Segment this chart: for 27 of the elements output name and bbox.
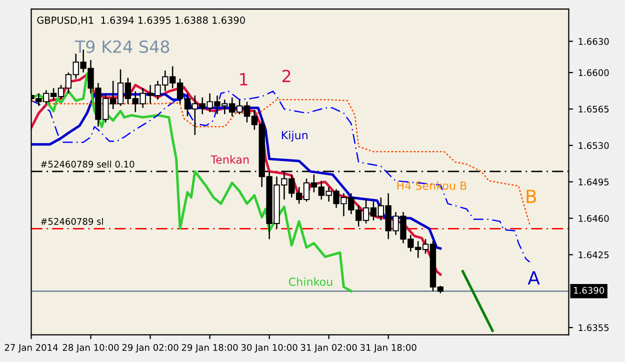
- annotation: Kijun: [282, 130, 308, 142]
- y-tick-label: 1.6530: [578, 142, 609, 149]
- annotation: T9 K24 S48: [74, 40, 170, 53]
- y-tick-label: 1.6630: [578, 38, 609, 45]
- x-tick-label: 31 Jan 18:00: [360, 344, 416, 353]
- annotation: B: [526, 190, 536, 203]
- y-tick-label: 1.6495: [578, 178, 609, 186]
- y-tick-label: 1.6355: [578, 324, 609, 332]
- x-tick-label: 28 Jan 10:00: [62, 344, 119, 353]
- y-tick-label: 1.6460: [578, 215, 609, 222]
- text: GBPUSD,H1 1.6394 1.6395 1.6388 1.6390: [37, 16, 245, 25]
- annotation: Tenkan: [210, 155, 249, 164]
- y-tick-label: 1.6600: [578, 69, 609, 76]
- ref-line-label: 1.6390: [574, 286, 604, 294]
- annotation: A: [528, 271, 540, 284]
- y-tick-label: 1.6425: [578, 251, 609, 258]
- x-tick-label: 29 Jan 18:00: [182, 344, 238, 353]
- annotation: 2: [282, 70, 290, 82]
- x-tick-label: 31 Jan 02:00: [300, 344, 357, 353]
- x-tick-label: 30 Jan 10:00: [241, 344, 298, 353]
- ref-line-label: #52460789 sell 0.10: [40, 160, 134, 168]
- x-tick-label: 29 Jan 02:00: [122, 344, 178, 353]
- y-tick-label: 1.6565: [578, 106, 609, 113]
- annotation: Chinkou: [288, 277, 332, 286]
- annotation: 1: [240, 73, 248, 86]
- x-tick-label: 27 Jan 2014: [4, 344, 58, 353]
- ref-line-label: #52460789 sl: [40, 218, 103, 225]
